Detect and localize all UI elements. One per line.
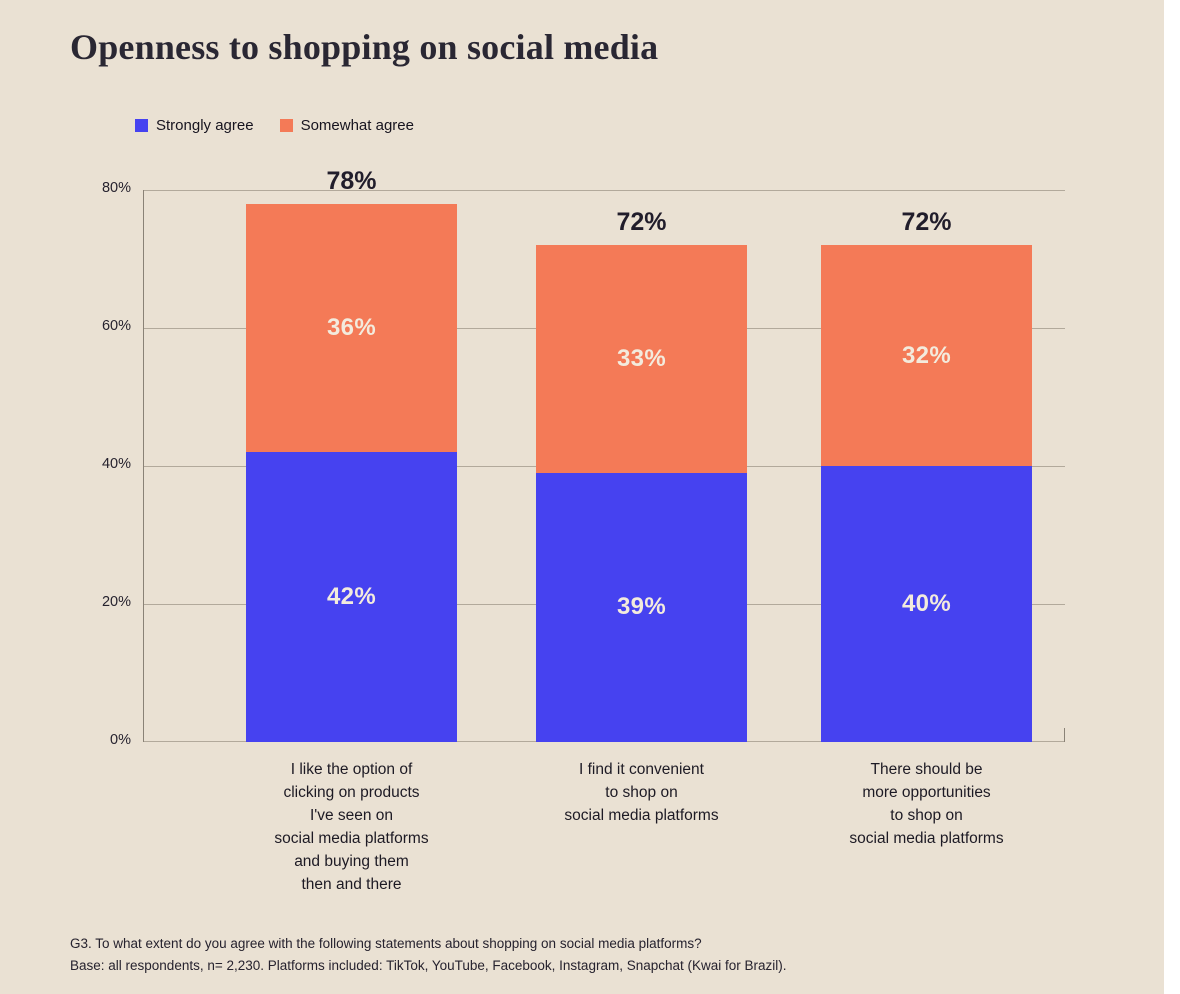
footnote: G3. To what extent do you agree with the… — [70, 933, 787, 977]
footnote-line-1: G3. To what extent do you agree with the… — [70, 936, 702, 951]
category-label: I like the option of clicking on product… — [274, 761, 429, 893]
total-label: 72% — [616, 208, 667, 237]
segment-value-label: 40% — [902, 590, 951, 617]
segment-value-label: 39% — [617, 593, 666, 621]
bar-segment-somewhat-agree: 33% — [536, 245, 747, 473]
legend: Strongly agree Somewhat agree — [135, 117, 414, 134]
category-label: I find it convenient to shop on social m… — [564, 761, 719, 824]
plot-area: 0% 20% 40% 60% 80% 42% 36% 78% I like the option… — [102, 167, 1065, 893]
bar-segment-strongly-agree: 39% — [536, 472, 747, 742]
bar-segment-strongly-agree: 40% — [821, 466, 1032, 742]
segment-value-label: 36% — [327, 314, 376, 341]
y-tick-label-40: 40% — [101, 456, 131, 472]
legend-item-somewhat-agree: Somewhat agree — [279, 117, 414, 134]
footnote-line-2: Base: all respondents, n= 2,230. Platfor… — [70, 958, 787, 973]
legend-swatch-somewhat-agree — [279, 119, 293, 132]
legend-item-strongly-agree: Strongly agree — [135, 117, 254, 134]
y-tick-label-20: 20% — [101, 594, 131, 610]
gridline-80 — [143, 190, 1065, 191]
segment-value-label: 33% — [617, 345, 666, 373]
legend-label-somewhat-agree: Somewhat agree — [300, 117, 414, 134]
right-white-strip — [1164, 0, 1180, 994]
y-tick-label-80: 80% — [101, 180, 131, 196]
category-label: There should be more opportunities to sh… — [849, 761, 1004, 847]
axis-right-tick — [1064, 728, 1065, 742]
bar-segment-somewhat-agree: 32% — [821, 245, 1032, 466]
segment-value-label: 32% — [902, 341, 951, 369]
total-label: 72% — [901, 208, 952, 237]
bar-segment-somewhat-agree: 36% — [246, 203, 457, 453]
y-tick-label-0: 0% — [110, 732, 131, 748]
legend-swatch-strongly-agree — [135, 119, 148, 132]
total-label: 78% — [326, 166, 377, 195]
bar-segment-strongly-agree: 42% — [246, 452, 457, 742]
page-title: Openness to shopping on social media — [70, 27, 659, 67]
segment-value-label: 42% — [327, 583, 376, 611]
y-tick-label-60: 60% — [101, 318, 131, 334]
legend-label-strongly-agree: Strongly agree — [156, 117, 254, 134]
y-axis-line — [143, 190, 144, 742]
